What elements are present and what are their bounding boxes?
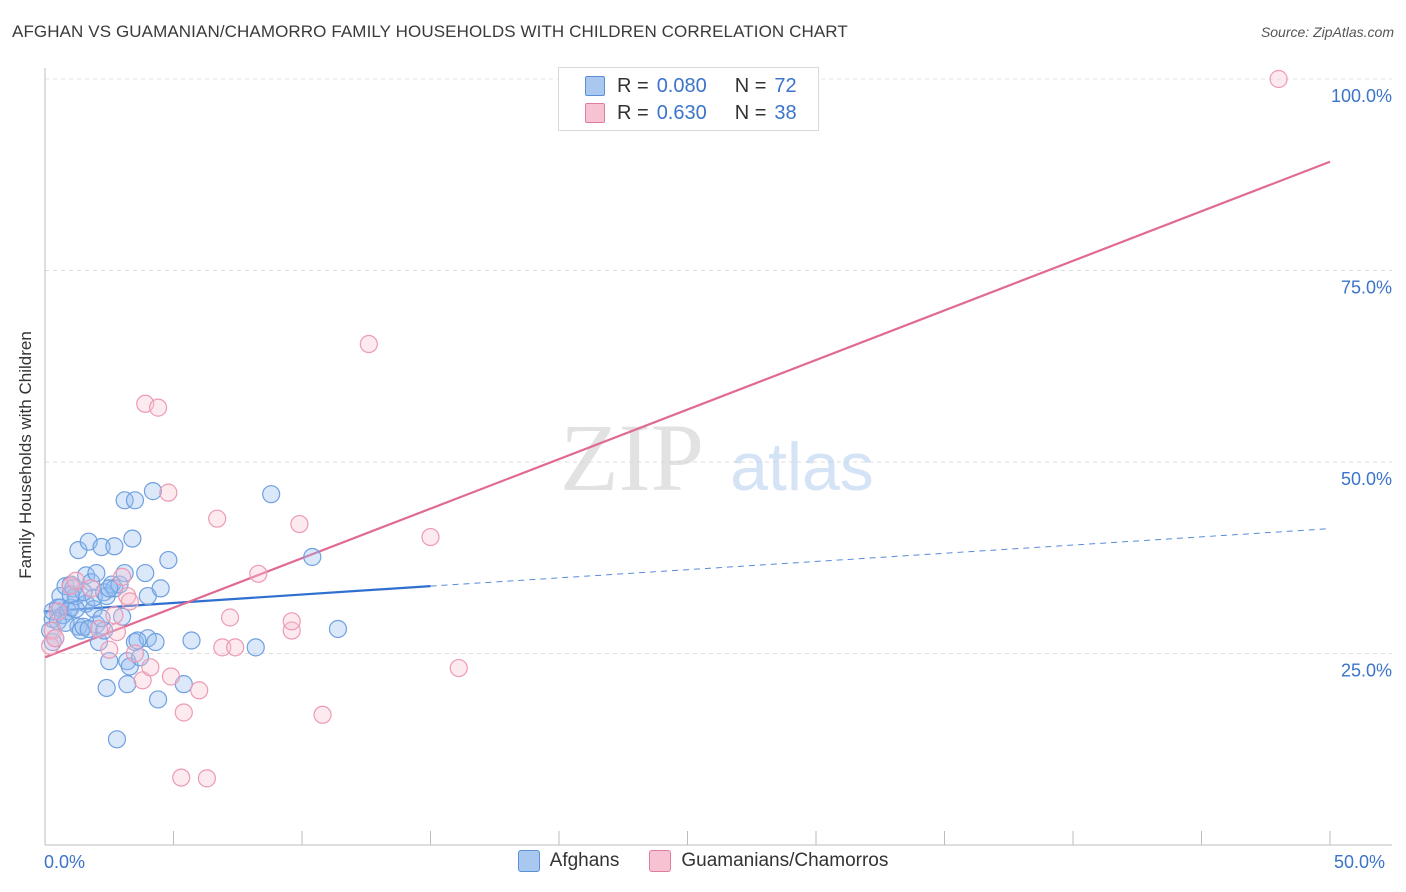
series-label-guamanians: Guamanians/Chamorros (681, 850, 889, 871)
data-point-guamanians (220, 608, 240, 627)
data-point-guamanians (161, 667, 181, 686)
legend-swatch-afghans (585, 76, 605, 96)
data-point-afghans (159, 550, 178, 570)
legend-n-value: 38 (774, 101, 797, 124)
data-point-afghans (118, 675, 137, 694)
data-point-afghans (246, 638, 265, 657)
chart-title: AFGHAN VS GUAMANIAN/CHAMORRO FAMILY HOUS… (12, 22, 848, 41)
data-point-guamanians (213, 638, 232, 657)
data-point-guamanians (159, 483, 178, 502)
data-point-afghans (92, 537, 111, 557)
data-point-afghans (89, 632, 109, 652)
data-point-guamanians (125, 644, 145, 663)
source-label: Source: ZipAtlas.com (1260, 24, 1394, 40)
data-point-guamanians (120, 592, 139, 611)
data-point-guamanians (107, 622, 127, 642)
data-point-guamanians (46, 629, 65, 648)
correlation-legend: R = 0.080 N = 72 R = 0.630 N = 38 (558, 67, 819, 131)
data-point-afghans (107, 730, 127, 749)
legend-n-label: N = (734, 101, 767, 124)
x-axis-max-label: 50.0% (1334, 852, 1386, 872)
data-point-guamanians (105, 606, 124, 625)
series-legend: Afghans Guamanians/Chamorros (0, 850, 1406, 872)
data-point-guamanians (226, 638, 245, 657)
data-point-guamanians (282, 621, 301, 640)
data-point-afghans (105, 537, 124, 556)
data-point-afghans (82, 573, 101, 592)
data-point-afghans (182, 631, 201, 650)
trend-line-0 (44, 584, 431, 613)
data-point-afghans (262, 485, 281, 504)
series-swatch-guamanians (649, 850, 672, 872)
legend-r-label: R = (617, 101, 649, 124)
legend-n-label: N = (734, 74, 767, 97)
data-point-guamanians (208, 509, 227, 528)
series-label-afghans: Afghans (549, 850, 620, 871)
y-tick-label: 75.0% (1341, 278, 1392, 298)
data-point-guamanians (197, 769, 217, 788)
data-point-guamanians (249, 564, 268, 583)
data-point-afghans (79, 619, 98, 639)
series-swatch-afghans (517, 850, 540, 872)
data-point-afghans (125, 491, 145, 510)
data-point-guamanians (290, 514, 309, 534)
data-point-guamanians (48, 602, 67, 621)
legend-r-value: 0.080 (656, 74, 707, 97)
y-tick-label: 50.0% (1341, 469, 1392, 489)
tick-labels: 25.0% 50.0% 75.0% 100.0% (1331, 86, 1392, 681)
data-point-guamanians (100, 640, 119, 659)
data-point-guamanians (313, 705, 332, 724)
data-point-guamanians (66, 571, 85, 590)
data-point-guamanians (61, 576, 80, 596)
data-point-guamanians (282, 612, 301, 631)
data-point-afghans (136, 563, 155, 583)
data-point-afghans (151, 579, 170, 598)
watermark-atlas: atlas (730, 429, 874, 505)
x-axis-min-label: 0.0% (44, 852, 86, 872)
y-tick-label: 100.0% (1331, 86, 1392, 106)
data-point-afghans (123, 529, 142, 548)
data-point-guamanians (190, 681, 209, 700)
trend-extension-0 (430, 528, 1331, 587)
data-point-guamanians (359, 334, 378, 354)
data-point-guamanians (148, 398, 168, 417)
legend-row-afghans: R = 0.080 N = 72 (585, 74, 797, 98)
y-tick-label: 25.0% (1341, 661, 1392, 681)
data-point-afghans (148, 690, 168, 709)
trend-line-1 (44, 160, 1331, 659)
data-point-afghans (303, 547, 322, 567)
data-point-afghans (146, 632, 165, 652)
data-point-guamanians (82, 579, 101, 598)
y-axis-title: Family Households with Children (16, 331, 35, 579)
legend-r-label: R = (617, 74, 649, 97)
legend-swatch-guamanians (585, 103, 605, 123)
trend-lines (44, 160, 1331, 659)
data-point-afghans (328, 619, 348, 639)
legend-r-value: 0.630 (656, 101, 707, 124)
watermark: ZIP atlas (560, 404, 874, 511)
series-legend-afghans[interactable]: Afghans (517, 850, 620, 872)
data-point-afghans (143, 482, 163, 501)
series-legend-guamanians[interactable]: Guamanians/Chamorros (649, 850, 888, 872)
watermark-zip: ZIP (560, 404, 704, 511)
data-point-guamanians (1269, 69, 1288, 89)
legend-n-value: 72 (774, 74, 797, 97)
data-point-guamanians (421, 527, 440, 547)
data-points (41, 69, 1288, 788)
data-point-afghans (87, 563, 106, 583)
data-point-guamanians (141, 658, 160, 677)
data-point-guamanians (112, 567, 132, 587)
data-point-guamanians (449, 658, 468, 678)
data-point-afghans (97, 678, 116, 698)
axes (44, 68, 1392, 846)
data-point-afghans (100, 579, 119, 598)
data-point-guamanians (89, 619, 109, 639)
data-point-guamanians (174, 703, 193, 722)
data-point-guamanians (172, 768, 191, 787)
data-point-afghans (115, 491, 134, 510)
legend-row-guamanians: R = 0.630 N = 38 (585, 101, 797, 125)
